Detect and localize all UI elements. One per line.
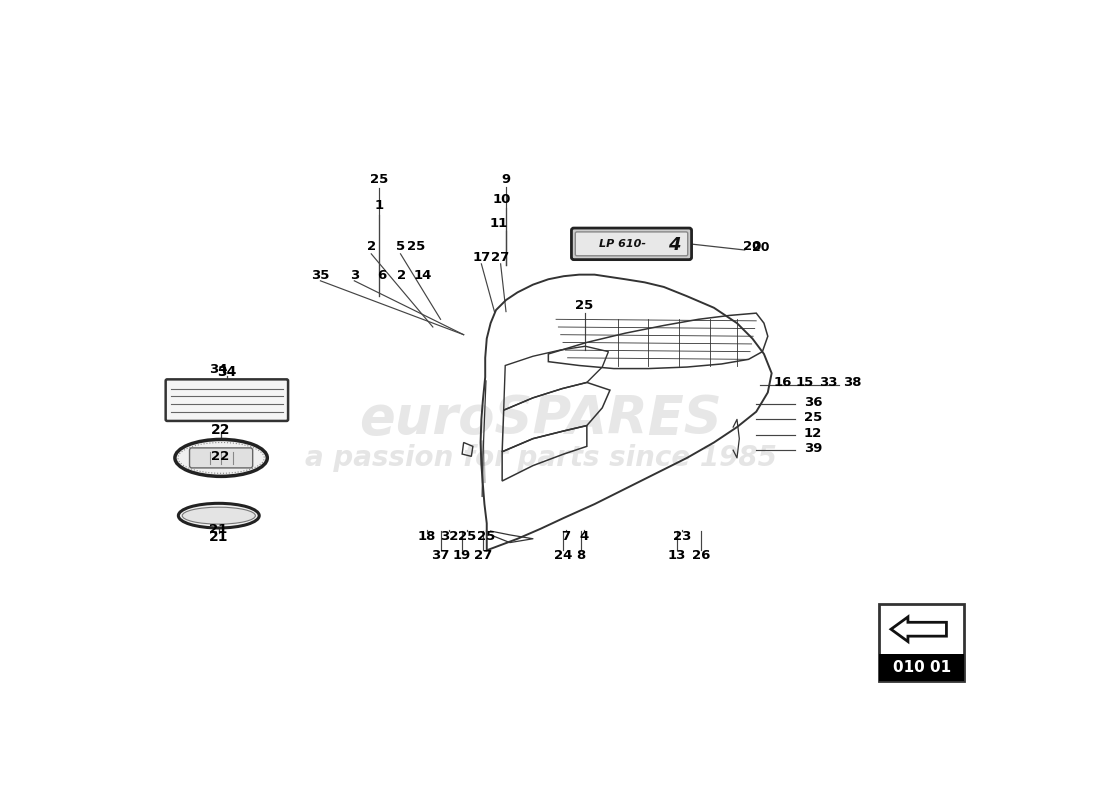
Text: 13: 13 [668, 549, 686, 562]
Text: 4: 4 [668, 236, 680, 254]
Text: 12: 12 [804, 426, 822, 440]
Text: LP 610-: LP 610- [598, 239, 646, 249]
Text: 26: 26 [692, 549, 710, 562]
Text: 20: 20 [752, 241, 770, 254]
Text: 3: 3 [350, 269, 359, 282]
Text: a passion for parts since 1985: a passion for parts since 1985 [305, 444, 777, 472]
Text: 20: 20 [744, 240, 761, 253]
Text: 27: 27 [492, 251, 509, 264]
Text: 35: 35 [311, 269, 330, 282]
Text: 11: 11 [490, 217, 508, 230]
Text: 37: 37 [431, 549, 450, 562]
Text: 24: 24 [553, 549, 572, 562]
Text: 25: 25 [407, 240, 425, 253]
FancyBboxPatch shape [572, 228, 692, 260]
Text: 14: 14 [414, 269, 432, 282]
Text: 25: 25 [477, 530, 495, 543]
FancyBboxPatch shape [189, 448, 253, 468]
Text: 5: 5 [396, 240, 405, 253]
Text: euroSPARES: euroSPARES [360, 394, 722, 446]
Text: 18: 18 [418, 530, 436, 543]
Text: 19: 19 [453, 549, 471, 562]
Text: 25: 25 [370, 173, 388, 186]
Text: 21: 21 [209, 530, 229, 544]
Text: 34: 34 [209, 363, 228, 376]
Text: 2: 2 [397, 269, 407, 282]
Text: 25: 25 [804, 411, 822, 424]
Text: 2: 2 [366, 240, 376, 253]
FancyBboxPatch shape [880, 604, 964, 682]
Text: 32: 32 [440, 530, 459, 543]
FancyBboxPatch shape [166, 379, 288, 421]
FancyBboxPatch shape [575, 232, 688, 256]
Text: 17: 17 [472, 251, 491, 264]
Text: 10: 10 [493, 194, 512, 206]
Text: 21: 21 [209, 523, 227, 536]
Text: 22: 22 [211, 450, 230, 463]
Ellipse shape [183, 507, 255, 524]
Text: 7: 7 [561, 530, 571, 543]
Text: 34: 34 [217, 365, 236, 378]
FancyBboxPatch shape [880, 654, 964, 682]
Ellipse shape [178, 503, 260, 528]
Text: 6: 6 [377, 269, 387, 282]
Text: 27: 27 [474, 549, 492, 562]
Text: 15: 15 [795, 376, 814, 389]
Text: 010 01: 010 01 [893, 660, 950, 675]
Text: 33: 33 [818, 376, 837, 389]
Text: 39: 39 [804, 442, 823, 455]
Text: 22: 22 [211, 423, 231, 437]
FancyArrow shape [891, 617, 946, 642]
Text: 9: 9 [502, 173, 510, 186]
Text: 16: 16 [773, 376, 792, 389]
Text: 36: 36 [804, 396, 823, 409]
Text: 8: 8 [576, 549, 585, 562]
Text: 25: 25 [575, 299, 594, 312]
Ellipse shape [175, 439, 267, 476]
Text: 4: 4 [579, 530, 588, 543]
Text: 38: 38 [844, 376, 861, 389]
Text: 25: 25 [458, 530, 476, 543]
Text: 23: 23 [673, 530, 692, 543]
Text: 1: 1 [374, 199, 384, 212]
